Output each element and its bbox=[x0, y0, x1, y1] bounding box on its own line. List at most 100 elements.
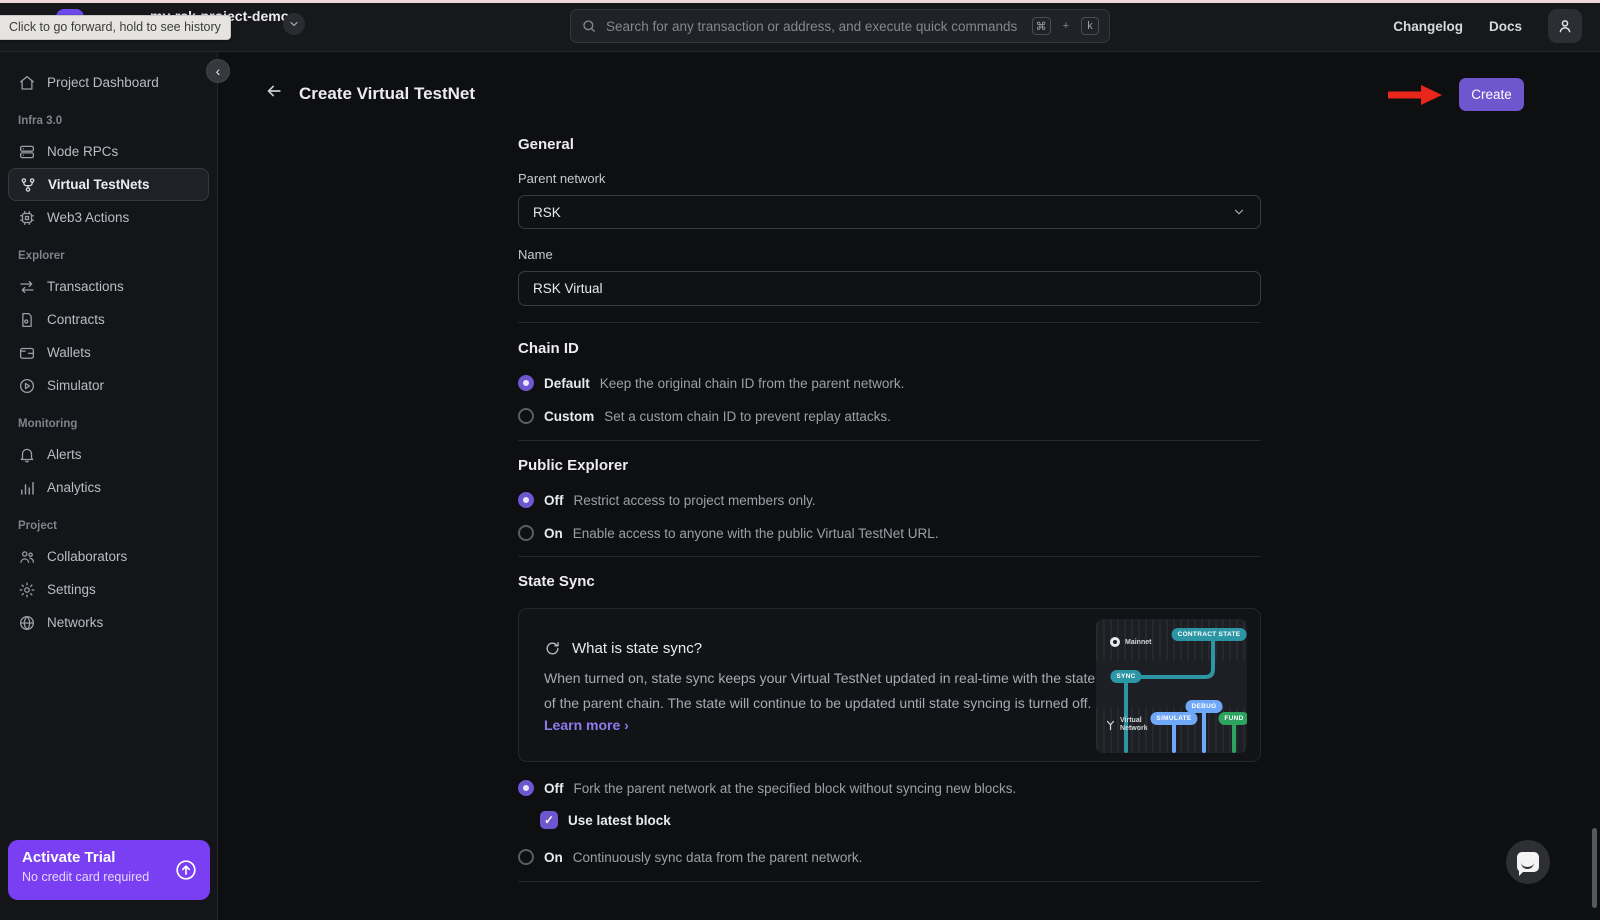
name-field[interactable] bbox=[518, 271, 1261, 306]
topbar: my-rsk-project-demo my-rsk-project ⌘ + k… bbox=[0, 0, 1600, 52]
chat-bubble-icon bbox=[1517, 852, 1539, 872]
back-arrow-button[interactable] bbox=[264, 81, 284, 101]
contract-state-badge: CONTRACT STATE bbox=[1171, 628, 1247, 641]
window-top-edge bbox=[0, 0, 1600, 3]
sidebar-item-settings[interactable]: Settings bbox=[8, 573, 209, 606]
option-description: Restrict access to project members only. bbox=[573, 492, 816, 508]
home-icon bbox=[18, 74, 36, 92]
mainnet-node-icon bbox=[1110, 637, 1120, 647]
option-label: Off bbox=[544, 492, 564, 508]
annotation-red-arrow bbox=[1388, 82, 1443, 113]
sidebar-item-label: Simulator bbox=[47, 378, 105, 393]
sidebar-item-networks[interactable]: Networks bbox=[8, 606, 209, 639]
virtual-network-label: Virtual Network bbox=[1106, 717, 1150, 733]
page-title: Create Virtual TestNet bbox=[299, 84, 476, 103]
sidebar: Project Dashboard Infra 3.0 Node RPCs Vi… bbox=[0, 52, 218, 920]
sidebar-item-project-dashboard[interactable]: Project Dashboard bbox=[8, 66, 209, 99]
radio-selected-icon[interactable] bbox=[518, 780, 534, 796]
key-plus: + bbox=[1062, 20, 1069, 32]
option-label: Off bbox=[544, 780, 564, 796]
sidebar-item-alerts[interactable]: Alerts bbox=[8, 438, 209, 471]
sidebar-item-simulator[interactable]: Simulator bbox=[8, 369, 209, 402]
cmd-key-badge: ⌘ bbox=[1031, 17, 1051, 35]
global-search[interactable]: ⌘ + k bbox=[570, 9, 1110, 43]
arrow-up-circle-icon bbox=[174, 858, 198, 882]
option-description: Fork the parent network at the specified… bbox=[573, 780, 1017, 796]
transactions-icon bbox=[18, 278, 36, 296]
fork-small-icon bbox=[1106, 720, 1115, 731]
option-description: Continuously sync data from the parent n… bbox=[572, 849, 863, 865]
radio-unselected-icon[interactable] bbox=[518, 849, 534, 865]
sidebar-item-label: Collaborators bbox=[47, 549, 128, 564]
state-sync-card-title: What is state sync? bbox=[572, 640, 703, 657]
sidebar-item-label: Web3 Actions bbox=[47, 210, 130, 225]
browser-tooltip: Click to go forward, hold to see history bbox=[0, 15, 231, 40]
name-label: Name bbox=[518, 247, 553, 262]
public-explorer-off-option[interactable]: Off Restrict access to project members o… bbox=[518, 491, 816, 509]
sidebar-item-web3-actions[interactable]: Web3 Actions bbox=[8, 201, 209, 234]
option-label: Custom bbox=[544, 408, 595, 424]
chain-id-heading: Chain ID bbox=[518, 340, 579, 357]
parent-network-select[interactable]: RSK bbox=[518, 195, 1261, 229]
trial-title: Activate Trial bbox=[22, 849, 116, 866]
general-heading: General bbox=[518, 136, 574, 153]
radio-selected-icon[interactable] bbox=[518, 492, 534, 508]
sidebar-item-node-rpcs[interactable]: Node RPCs bbox=[8, 135, 209, 168]
sidebar-section-explorer: Explorer bbox=[18, 250, 65, 262]
scrollbar-thumb[interactable] bbox=[1592, 828, 1597, 908]
changelog-link[interactable]: Changelog bbox=[1393, 18, 1463, 34]
fork-icon bbox=[19, 176, 37, 194]
search-input[interactable] bbox=[606, 18, 1023, 34]
sidebar-item-analytics[interactable]: Analytics bbox=[8, 471, 209, 504]
gear-icon bbox=[18, 581, 36, 599]
sidebar-item-contracts[interactable]: Contracts bbox=[8, 303, 209, 336]
chain-id-custom-option[interactable]: Custom Set a custom chain ID to prevent … bbox=[518, 407, 891, 425]
radio-unselected-icon[interactable] bbox=[518, 525, 534, 541]
checkbox-label: Use latest block bbox=[568, 812, 671, 828]
docs-link[interactable]: Docs bbox=[1488, 18, 1522, 34]
sidebar-section-project: Project bbox=[18, 520, 57, 532]
server-icon bbox=[18, 143, 36, 161]
sidebar-item-label: Analytics bbox=[47, 480, 102, 495]
state-sync-off-option[interactable]: Off Fork the parent network at the speci… bbox=[518, 779, 1016, 797]
sidebar-collapse-button[interactable]: ‹ bbox=[206, 59, 230, 83]
person-icon bbox=[1556, 17, 1574, 35]
mainnet-label: Mainnet bbox=[1110, 637, 1151, 647]
sidebar-item-virtual-testnets[interactable]: Virtual TestNets bbox=[8, 168, 209, 201]
create-button[interactable]: Create bbox=[1459, 78, 1524, 111]
use-latest-block-option[interactable]: ✓ Use latest block bbox=[540, 810, 671, 830]
sidebar-item-label: Transactions bbox=[47, 279, 124, 294]
name-input[interactable] bbox=[533, 281, 1246, 296]
state-sync-heading: State Sync bbox=[518, 573, 595, 590]
bar-chart-icon bbox=[18, 479, 36, 497]
sidebar-item-collaborators[interactable]: Collaborators bbox=[8, 540, 209, 573]
project-chevron-down-icon[interactable] bbox=[283, 13, 305, 35]
divider bbox=[518, 881, 1261, 882]
parent-network-label: Parent network bbox=[518, 171, 606, 186]
sidebar-item-transactions[interactable]: Transactions bbox=[8, 270, 209, 303]
chat-widget-button[interactable] bbox=[1506, 840, 1550, 884]
parent-network-value: RSK bbox=[533, 204, 561, 220]
bell-icon bbox=[18, 446, 36, 464]
learn-more-link[interactable]: Learn more › bbox=[544, 717, 629, 733]
simulate-badge: SIMULATE bbox=[1150, 712, 1198, 725]
public-explorer-on-option[interactable]: On Enable access to anyone with the publ… bbox=[518, 524, 938, 542]
divider bbox=[518, 322, 1261, 323]
state-sync-on-option[interactable]: On Continuously sync data from the paren… bbox=[518, 848, 862, 866]
checkbox-checked-icon[interactable]: ✓ bbox=[540, 811, 558, 829]
sidebar-item-wallets[interactable]: Wallets bbox=[8, 336, 209, 369]
radio-unselected-icon[interactable] bbox=[518, 408, 534, 424]
activate-trial-banner[interactable]: Activate Trial No credit card required bbox=[8, 840, 210, 900]
sidebar-item-label: Node RPCs bbox=[47, 144, 119, 159]
chain-id-default-option[interactable]: Default Keep the original chain ID from … bbox=[518, 374, 904, 392]
radio-selected-icon[interactable] bbox=[518, 375, 534, 391]
option-description: Keep the original chain ID from the pare… bbox=[599, 375, 905, 391]
public-explorer-heading: Public Explorer bbox=[518, 457, 629, 474]
fund-badge: FUND bbox=[1218, 712, 1247, 725]
state-sync-info-card: What is state sync? When turned on, stat… bbox=[518, 608, 1261, 762]
divider bbox=[518, 440, 1261, 441]
people-icon bbox=[18, 548, 36, 566]
play-circle-icon bbox=[18, 377, 36, 395]
option-label: Default bbox=[544, 375, 590, 391]
account-button[interactable] bbox=[1548, 9, 1582, 43]
